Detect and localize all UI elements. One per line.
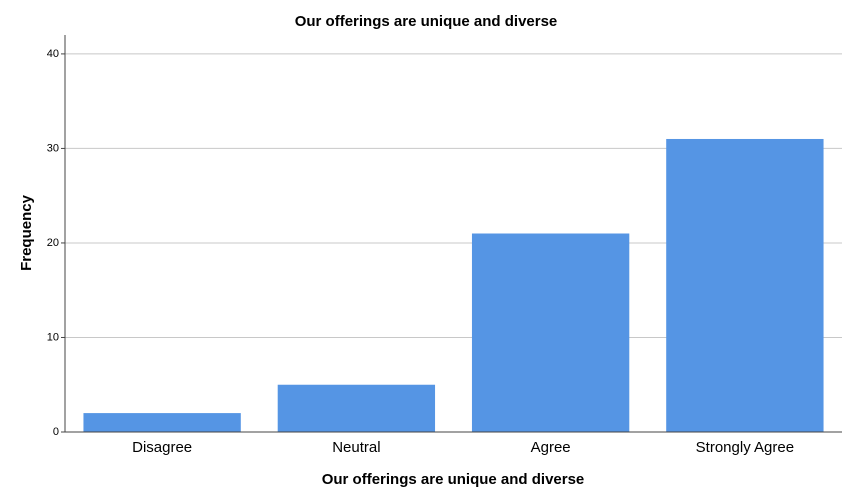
y-axis-title: Frequency: [18, 194, 35, 271]
bar: [83, 413, 241, 432]
bar: [277, 384, 436, 432]
x-tick-label: Disagree: [132, 439, 192, 456]
x-tick-label: Strongly Agree: [696, 439, 794, 456]
y-tick-label: 30: [47, 142, 59, 154]
bar: [666, 138, 824, 432]
x-tick-label: Agree: [531, 439, 571, 456]
chart-title: Our offerings are unique and diverse: [295, 13, 558, 30]
y-tick-label: 40: [47, 48, 59, 60]
y-tick-label: 0: [53, 426, 59, 438]
x-tick-label: Neutral: [332, 439, 380, 456]
x-axis-title: Our offerings are unique and diverse: [322, 471, 585, 488]
y-tick-label: 10: [47, 331, 59, 343]
bar: [471, 233, 630, 432]
y-tick-label: 20: [47, 237, 59, 249]
